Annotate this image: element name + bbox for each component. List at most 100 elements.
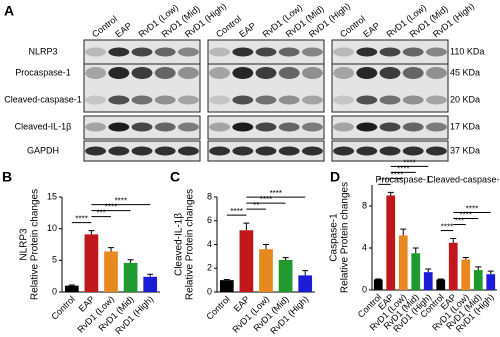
blot-band	[255, 67, 277, 79]
blot-band	[356, 67, 378, 79]
blot-band	[425, 47, 447, 57]
row-label: Cleaved-caspase-1	[4, 94, 82, 104]
blot-band	[177, 122, 199, 132]
error-bar	[400, 228, 407, 236]
significance-label: ****	[378, 176, 390, 185]
blot-band	[278, 67, 300, 79]
blot-band	[301, 122, 323, 132]
significance-label: ****	[460, 211, 472, 220]
blot-band	[85, 47, 107, 57]
blot-band	[131, 47, 153, 57]
bar	[123, 262, 138, 292]
blot-band	[278, 95, 300, 105]
blot-band	[278, 47, 300, 57]
blot-band	[402, 95, 424, 105]
error-bar	[282, 257, 289, 260]
error-bar	[243, 222, 250, 231]
error-bar	[147, 273, 154, 277]
error-bar	[450, 238, 457, 243]
significance-label: ****	[115, 197, 127, 206]
row-label: NLRP3	[28, 46, 57, 56]
blot-band	[425, 122, 447, 132]
significance-label: ****	[441, 223, 453, 232]
error-bar	[302, 270, 309, 276]
y-axis-label: Cleaved-IL-1β	[174, 213, 185, 276]
panel-label: D	[330, 169, 340, 185]
lane-label: Control	[338, 14, 367, 40]
size-label: 45 KDa	[450, 67, 480, 77]
error-bar	[387, 191, 394, 196]
blot-band	[108, 95, 130, 105]
significance-label: ****	[105, 203, 117, 212]
blot-band	[356, 146, 378, 156]
blot-band	[209, 146, 231, 156]
series-label: Cleaved-caspase-1	[427, 174, 500, 184]
error-bar	[263, 244, 269, 250]
blot-band	[356, 122, 378, 132]
error-bar	[487, 270, 494, 275]
error-bar	[462, 256, 469, 260]
blot-band	[278, 122, 300, 132]
error-bar	[108, 247, 114, 252]
blot-band	[209, 67, 231, 79]
panel-label: C	[170, 169, 180, 185]
blot-band	[255, 95, 277, 105]
bar	[423, 272, 433, 290]
error-bar	[127, 259, 134, 263]
error-bar	[375, 278, 382, 280]
row-label: Cleaved-IL-1β	[15, 121, 72, 131]
error-bar	[412, 247, 419, 254]
blot-band	[177, 95, 199, 105]
significance-label: ****	[75, 215, 87, 224]
blot-band	[108, 47, 130, 57]
y-tick-label: 4	[207, 239, 212, 249]
blot-band	[85, 95, 107, 105]
blot-band	[255, 122, 277, 132]
blot-band	[177, 47, 199, 57]
error-bar	[68, 284, 75, 286]
blot-band	[402, 47, 424, 57]
blot-band	[177, 146, 199, 156]
size-label: 20 KDa	[450, 94, 480, 104]
blot-band	[232, 47, 254, 57]
bar	[386, 195, 396, 290]
blot-band	[131, 146, 153, 156]
error-bar	[88, 230, 95, 235]
y-tick-label: 4	[362, 242, 367, 252]
significance-label: ***	[455, 217, 464, 226]
bar	[398, 235, 408, 290]
blot-band	[131, 122, 153, 132]
blot-band	[379, 95, 401, 105]
bar	[259, 249, 273, 292]
error-bar	[437, 278, 444, 280]
size-label: 37 KDa	[450, 145, 480, 155]
blot-band	[425, 95, 447, 105]
y-tick-label: 0	[207, 286, 212, 296]
blot-band	[154, 122, 176, 132]
y-tick-label: 15	[47, 191, 57, 201]
blot-band	[333, 67, 355, 79]
blot-band	[301, 95, 323, 105]
bar	[486, 274, 496, 290]
blot-band	[209, 47, 231, 57]
significance-label: ****	[260, 195, 272, 204]
y-tick-label: 8	[362, 200, 367, 210]
bar	[298, 275, 313, 292]
blot-band	[379, 122, 401, 132]
series-label: Procaspase-1	[375, 174, 431, 184]
significance-label: ****	[270, 189, 282, 198]
blot-band	[154, 95, 176, 105]
blot-band	[154, 47, 176, 57]
blot-band	[85, 67, 107, 79]
blot-band	[209, 95, 231, 105]
blot-band	[209, 122, 231, 132]
blot-band	[301, 47, 323, 57]
lane-label: Control	[214, 14, 243, 40]
significance-label: ****	[397, 164, 409, 173]
bar	[84, 234, 99, 292]
error-bar	[475, 266, 482, 271]
blot-band	[333, 122, 355, 132]
y-tick-label: 0	[362, 284, 367, 294]
blot-band	[85, 122, 107, 132]
blot-band	[333, 146, 355, 156]
